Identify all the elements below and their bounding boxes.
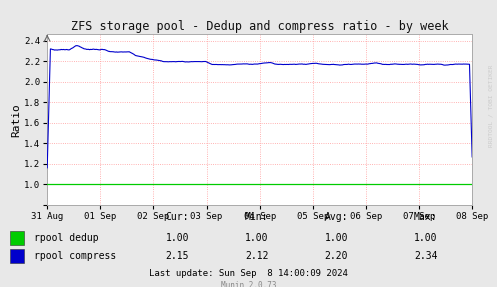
Text: RRDTOOL / TOBI OETIKER: RRDTOOL / TOBI OETIKER [489,65,494,148]
Text: 2.15: 2.15 [166,251,189,261]
Title: ZFS storage pool - Dedup and compress ratio - by week: ZFS storage pool - Dedup and compress ra… [71,20,448,33]
Text: Max:: Max: [414,212,437,222]
Text: 1.00: 1.00 [414,233,437,243]
Bar [10,249,24,263]
Bar [10,230,24,245]
Text: 1.00: 1.00 [325,233,348,243]
Text: 2.34: 2.34 [414,251,437,261]
Text: 1.00: 1.00 [245,233,268,243]
Text: 2.20: 2.20 [325,251,348,261]
Text: Munin 2.0.73: Munin 2.0.73 [221,281,276,287]
Text: Last update: Sun Sep  8 14:00:09 2024: Last update: Sun Sep 8 14:00:09 2024 [149,269,348,278]
Text: Avg:: Avg: [325,212,348,222]
Text: Min:: Min: [245,212,268,222]
Text: rpool dedup: rpool dedup [34,233,98,243]
Text: rpool compress: rpool compress [34,251,116,261]
Text: 1.00: 1.00 [166,233,189,243]
Y-axis label: Ratio: Ratio [11,103,21,137]
Text: 2.12: 2.12 [245,251,268,261]
Text: Cur:: Cur: [166,212,189,222]
